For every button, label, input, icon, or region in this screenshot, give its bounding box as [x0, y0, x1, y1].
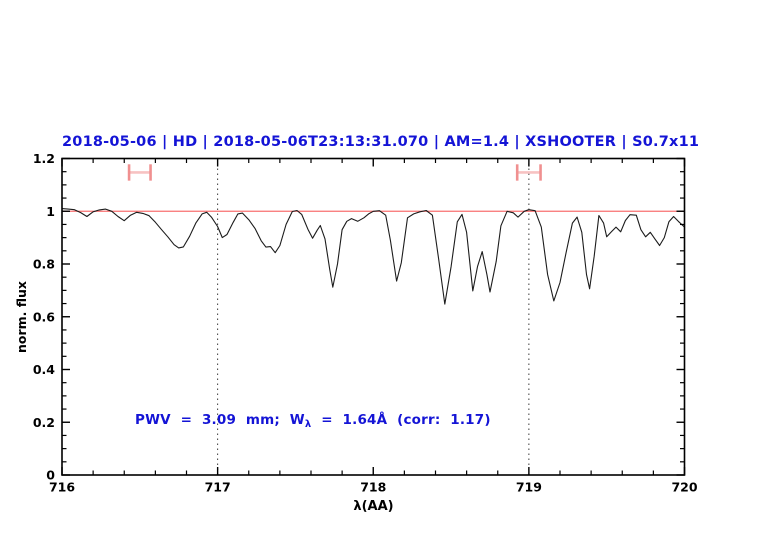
- plot-title: 2018-05-06 | HD | 2018-05-06T23:13:31.07…: [62, 134, 700, 150]
- pwv-annotation-post: = 1.64Å (corr: 1.17): [311, 412, 491, 428]
- y-tick-label: 0.6: [33, 309, 55, 324]
- pwv-annotation-pre: PWV = 3.09 mm; W: [135, 412, 305, 428]
- x-tick-label: 716: [49, 480, 75, 495]
- y-tick-label: 1: [46, 204, 55, 219]
- y-tick-label: 0: [46, 468, 55, 483]
- x-tick-label: 720: [671, 480, 697, 495]
- x-tick-label: 719: [516, 480, 542, 495]
- pwv-annotation-lambda-subscript: λ: [304, 419, 312, 430]
- spectrum-curve: [61, 208, 686, 305]
- y-tick-label: 1.2: [33, 151, 55, 166]
- plot-frame: [61, 157, 686, 476]
- y-tick-label: 0.4: [33, 362, 55, 377]
- x-tick-label: 718: [360, 480, 386, 495]
- y-tick-label: 0.8: [33, 257, 55, 272]
- pwv-annotation: PWV = 3.09 mm; Wλ = 1.64Å (corr: 1.17): [135, 412, 491, 430]
- x-axis-label: λ(AA): [353, 499, 394, 514]
- y-tick-label: 0.2: [33, 415, 55, 430]
- x-tick-label: 717: [205, 480, 231, 495]
